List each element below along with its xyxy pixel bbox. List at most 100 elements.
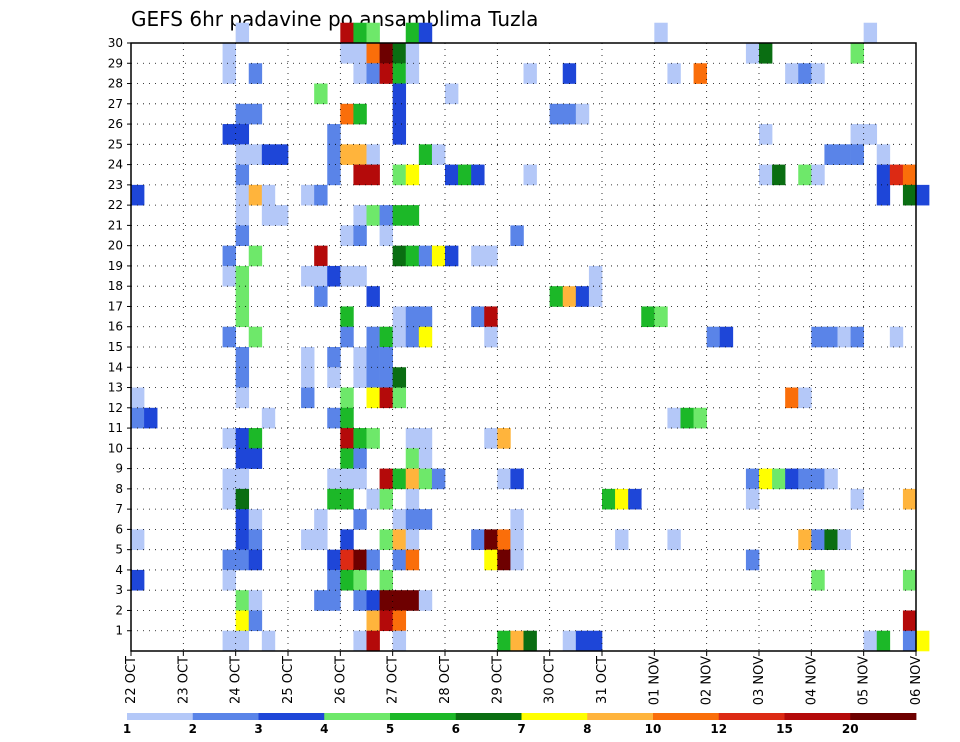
y-tick-label: 5	[115, 543, 123, 557]
heatmap-cell	[235, 184, 250, 206]
heatmap-cell	[366, 43, 380, 64]
heatmap-cell	[418, 245, 433, 267]
heatmap-cell	[366, 367, 380, 388]
legend-label: 20	[842, 722, 859, 736]
heatmap-cell	[745, 488, 760, 510]
heatmap-cell	[471, 164, 485, 186]
heatmap-cell	[418, 509, 433, 530]
heatmap-cell	[510, 529, 524, 550]
heatmap-cell	[798, 63, 812, 84]
heatmap-cell	[405, 63, 420, 84]
heatmap-cell	[366, 428, 380, 449]
heatmap-cell	[641, 306, 655, 328]
heatmap-cell	[392, 164, 407, 186]
heatmap-cell	[889, 164, 904, 186]
heatmap-cell	[667, 63, 681, 84]
heatmap-cell	[392, 590, 407, 611]
legend-label: 1	[123, 722, 131, 736]
legend-label: 6	[452, 722, 460, 736]
heatmap-cell	[811, 164, 825, 186]
heatmap-cell	[327, 549, 341, 571]
x-tick-label: 22 OCT	[124, 656, 139, 704]
heatmap-cell	[131, 569, 145, 591]
heatmap-cell	[863, 22, 878, 44]
y-tick-label: 23	[108, 178, 123, 192]
heatmap-cell	[392, 43, 407, 64]
x-tick-label: 24 OCT	[229, 656, 244, 704]
heatmap-cell	[379, 225, 393, 246]
heatmap-cell	[340, 43, 354, 64]
heatmap-cell	[575, 630, 590, 652]
y-tick-label: 28	[108, 77, 123, 91]
heatmap-cell	[405, 488, 420, 510]
heatmap-cell	[902, 488, 917, 510]
heatmap-cell	[418, 428, 433, 449]
heatmap-cell	[235, 205, 250, 226]
heatmap-cell	[353, 63, 367, 84]
heatmap-cell	[379, 569, 393, 591]
heatmap-cell	[131, 387, 145, 409]
heatmap-cell	[602, 488, 616, 510]
heatmap-cell	[379, 529, 393, 550]
heatmap-cell	[235, 225, 250, 246]
heatmap-cell	[811, 569, 825, 591]
x-tick-label: 27 OCT	[386, 656, 401, 704]
y-tick-label: 24	[108, 158, 123, 172]
heatmap-cell	[745, 43, 760, 64]
heatmap-cell	[248, 428, 263, 449]
heatmap-cell	[392, 124, 407, 145]
heatmap-cell	[353, 265, 367, 287]
heatmap-cell	[327, 164, 341, 186]
heatmap-cell	[340, 569, 354, 591]
heatmap-cell	[340, 326, 354, 348]
heatmap-cell	[235, 387, 250, 409]
legend-label: 15	[776, 722, 793, 736]
y-tick-label: 30	[108, 36, 123, 50]
heatmap-cell	[902, 610, 917, 632]
heatmap-cell	[327, 265, 341, 287]
heatmap-cell	[418, 22, 433, 44]
heatmap-cell	[392, 306, 407, 328]
x-tick-label: 01 NOV	[647, 656, 662, 705]
heatmap-cell	[235, 549, 250, 571]
heatmap-cell	[811, 468, 825, 490]
y-tick-label: 25	[108, 137, 123, 151]
heatmap-cell	[916, 184, 930, 206]
heatmap-cell	[798, 468, 812, 490]
heatmap-cell	[497, 529, 511, 550]
heatmap-cell	[327, 488, 341, 510]
heatmap-cell	[301, 367, 315, 388]
heatmap-cell	[314, 83, 328, 105]
heatmap-cell	[837, 529, 851, 550]
heatmap-cell	[824, 326, 838, 348]
heatmap-cell	[366, 63, 380, 84]
heatmap-cell	[680, 407, 694, 429]
heatmap-cell	[235, 509, 250, 530]
heatmap-cell	[314, 509, 328, 530]
heatmap-cell	[902, 184, 917, 206]
heatmap-cell	[510, 225, 524, 246]
heatmap-cell	[418, 590, 433, 611]
heatmap-cell	[353, 347, 367, 368]
legend-swatch	[455, 713, 522, 720]
heatmap-cell	[392, 630, 407, 652]
y-tick-label: 6	[115, 522, 123, 536]
heatmap-cell	[222, 468, 236, 490]
heatmap-cell	[693, 407, 707, 429]
heatmap-cell	[235, 347, 250, 368]
heatmap-cell	[562, 63, 577, 84]
y-tick-label: 14	[108, 360, 123, 374]
y-tick-label: 4	[115, 563, 123, 577]
heatmap-cell	[824, 529, 838, 550]
heatmap-cell	[471, 529, 485, 550]
heatmap-cell	[392, 367, 407, 388]
heatmap-cell	[811, 326, 825, 348]
legend-swatch	[258, 713, 325, 720]
heatmap-cell	[693, 63, 707, 84]
heatmap-cell	[340, 265, 354, 287]
heatmap-cell	[889, 326, 904, 348]
heatmap-cell	[759, 164, 773, 186]
legend-swatch	[653, 713, 720, 720]
heatmap-cell	[811, 63, 825, 84]
heatmap-cell	[510, 630, 524, 652]
